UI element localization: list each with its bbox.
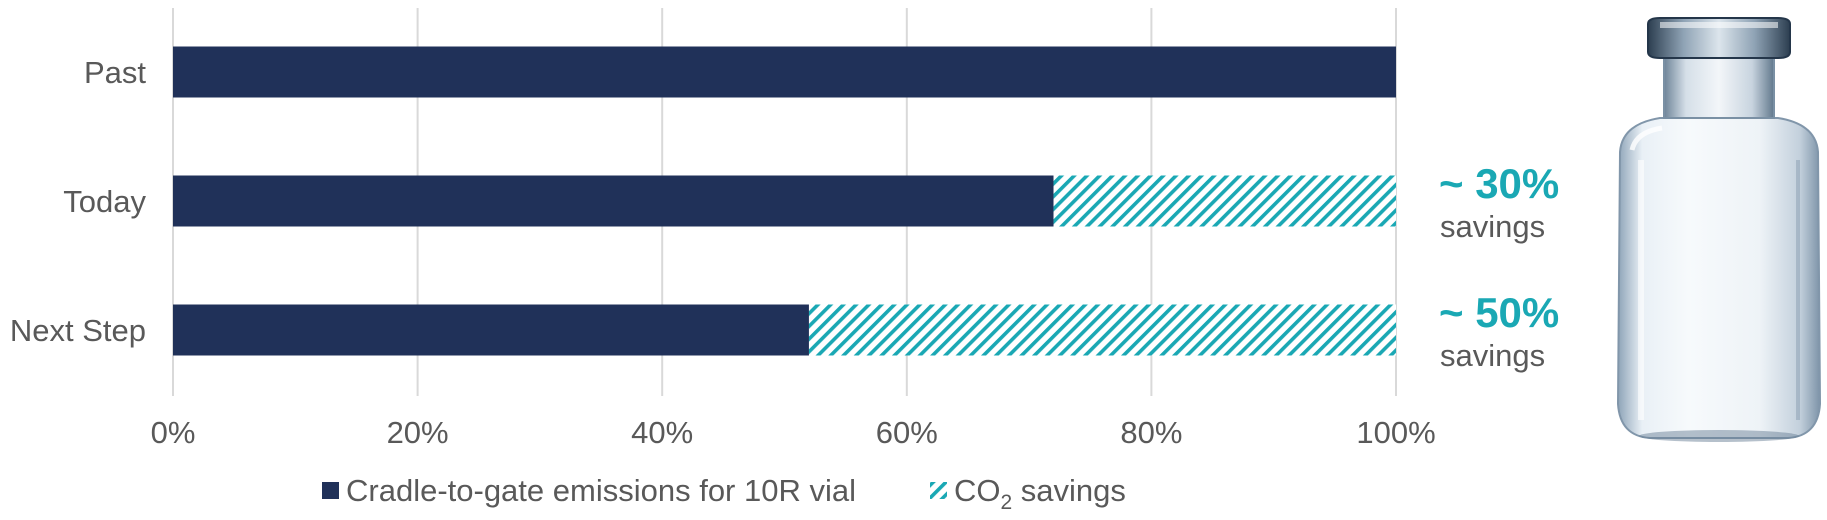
category-labels: Past Today Next Step	[10, 55, 147, 348]
x-tick-label-4: 80%	[1120, 415, 1182, 450]
legend-label-savings: CO2 savings	[954, 473, 1126, 514]
x-tick-label-5: 100%	[1356, 415, 1435, 450]
x-tick-label-0: 0%	[151, 415, 196, 450]
bar-emissions-past	[173, 46, 1396, 98]
bar-emissions-today	[173, 175, 1054, 227]
category-label-today: Today	[63, 184, 146, 219]
annotation-value-1: ~ 50%	[1439, 289, 1559, 336]
category-label-past: Past	[84, 55, 146, 90]
x-tick-label-1: 20%	[387, 415, 449, 450]
bar-savings-next-step	[808, 304, 1396, 356]
legend-swatch-savings	[930, 482, 947, 499]
bars	[173, 46, 1396, 356]
legend: Cradle-to-gate emissions for 10R vial CO…	[322, 473, 1126, 514]
legend-label-emissions: Cradle-to-gate emissions for 10R vial	[346, 473, 856, 508]
x-tick-label-3: 60%	[876, 415, 938, 450]
bar-emissions-next-step	[173, 304, 809, 356]
legend-swatch-emissions	[322, 482, 339, 499]
annotations: ~ 30%savings~ 50%savings	[1439, 160, 1559, 373]
glass-vial-icon	[1616, 17, 1822, 442]
x-tick-label-2: 40%	[631, 415, 693, 450]
category-label-next-step: Next Step	[10, 313, 146, 348]
annotation-label-1: savings	[1440, 338, 1545, 373]
x-tick-labels: 0% 20% 40% 60% 80% 100%	[151, 415, 1436, 450]
bar-savings-today	[1053, 175, 1396, 227]
annotation-value-0: ~ 30%	[1439, 160, 1559, 207]
annotation-label-0: savings	[1440, 209, 1545, 244]
